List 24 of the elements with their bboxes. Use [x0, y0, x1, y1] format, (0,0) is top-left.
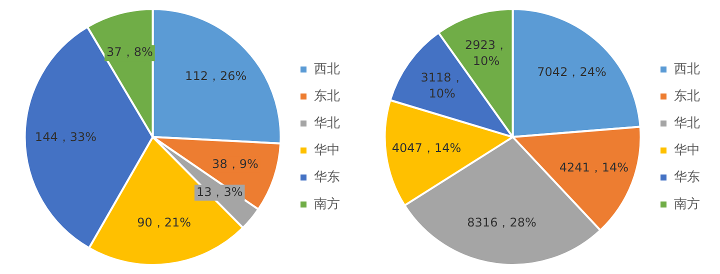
legend-label: 南方	[314, 196, 340, 212]
data-label: 37，8%	[106, 45, 153, 60]
data-label: 4047，14%	[392, 140, 462, 155]
legend-label: 东北	[674, 88, 700, 104]
legend-label: 华北	[314, 116, 340, 131]
data-label: 38，9%	[212, 156, 258, 171]
data-label: 8316，28%	[467, 215, 536, 230]
data-label: 7042，24%	[537, 65, 606, 80]
data-label: 3118，10%	[420, 70, 464, 100]
legend-label: 西北	[314, 62, 340, 77]
legend-label: 西北	[674, 62, 700, 77]
legend-label: 华中	[674, 142, 700, 158]
legend-label: 南方	[674, 196, 700, 212]
data-label: 90，21%	[137, 215, 192, 230]
data-label: 4241，14%	[559, 160, 629, 174]
legend-label: 华北	[674, 116, 700, 131]
data-label: 13，3%	[196, 184, 243, 199]
legend-label: 东北	[314, 88, 340, 104]
data-label: 2923，10%	[464, 38, 508, 68]
legend-label: 华东	[314, 170, 340, 185]
data-label: 112，26%	[185, 69, 247, 84]
legend-label: 华东	[674, 170, 700, 185]
data-label: 144，33%	[34, 130, 96, 144]
legend-label: 华中	[314, 142, 340, 158]
